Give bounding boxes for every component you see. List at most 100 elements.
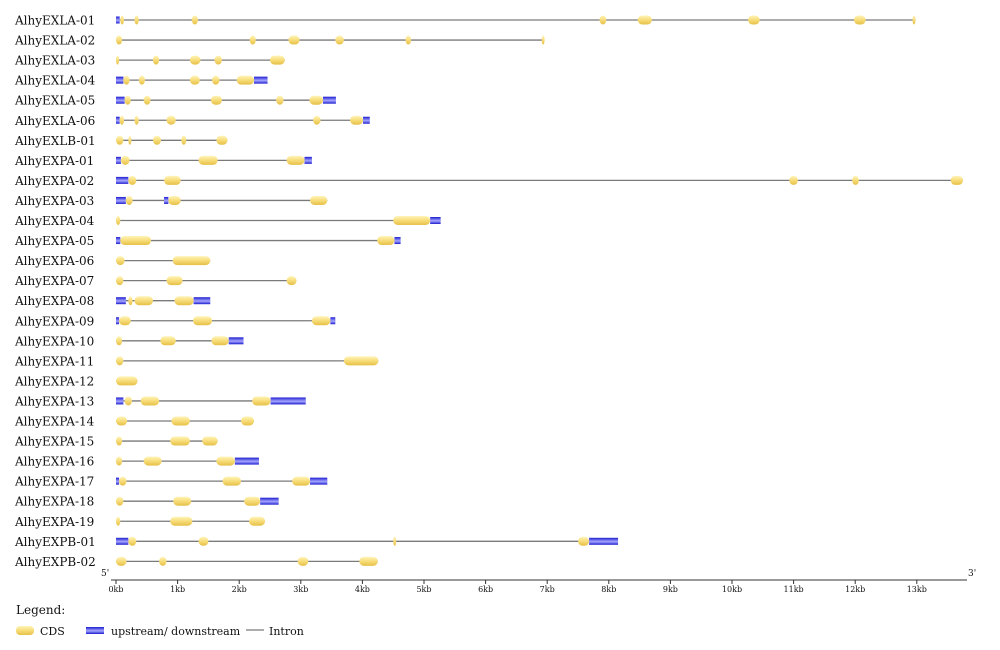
gene-row: AlhyEXPA-06 [14, 254, 211, 268]
utr-segment [116, 237, 121, 245]
gene-label: AlhyEXPA-09 [14, 314, 94, 328]
gene-row: AlhyEXPA-01 [14, 154, 312, 168]
utr-segment [116, 196, 126, 204]
cds-exon [193, 316, 213, 326]
cds-exon [393, 536, 397, 546]
utr-segment [116, 537, 129, 545]
cds-exon [124, 95, 131, 105]
cds-exon [335, 35, 344, 45]
cds-exon [152, 55, 160, 65]
cds-exon [128, 175, 137, 185]
utr-segment [193, 297, 211, 305]
cds-exon [123, 75, 130, 85]
utr-segment [116, 477, 120, 485]
cds-exon [116, 516, 121, 526]
cds-exon [198, 155, 218, 165]
utr-segment [116, 76, 124, 84]
cds-exon [134, 115, 139, 125]
cds-exon [637, 15, 652, 25]
cds-exon [116, 256, 125, 266]
gene-label: AlhyEXLA-02 [14, 34, 95, 48]
axis-tick-label: 5kb [416, 585, 431, 594]
gene-row: AlhyEXLA-01 [14, 14, 916, 28]
utr-segment [430, 217, 441, 224]
cds-exon [134, 15, 139, 25]
cds-exon [311, 316, 331, 326]
utr-segment [164, 196, 169, 204]
cds-exon [120, 155, 130, 165]
utr-segment [116, 397, 124, 405]
axis-tick-label: 2kb [232, 585, 247, 594]
gene-row: AlhyEXPA-02 [14, 174, 963, 188]
cds-exon [181, 135, 187, 145]
cds-exon [171, 416, 190, 426]
utr-segment [363, 116, 370, 124]
utr-segment [394, 237, 401, 245]
legend-cds-swatch [16, 626, 34, 635]
cds-exon [189, 55, 201, 65]
legend-title: Legend: [16, 603, 65, 617]
gene-row: AlhyEXLA-03 [14, 54, 285, 68]
cds-exon [166, 276, 183, 286]
gene-label: AlhyEXPB-01 [14, 535, 96, 549]
cds-exon [116, 276, 124, 286]
gene-row: AlhyEXPA-17 [14, 475, 328, 489]
cds-exon [116, 436, 123, 446]
cds-exon [212, 75, 220, 85]
cds-exon [116, 356, 124, 366]
cds-exon [143, 95, 151, 105]
utr-segment [260, 497, 279, 505]
cds-exon [244, 496, 261, 506]
gene-label: AlhyEXLA-04 [14, 74, 96, 88]
axis-ticks: 0kb 1kb 2kb 3kb 4kb 5kb 6kb 7kb 8kb 9kb 10kb 11kb 12… [108, 580, 927, 594]
axis-tick-label: 10kb [722, 585, 742, 594]
cds-exon [297, 556, 309, 566]
cds-exon [116, 35, 123, 45]
gene-row: AlhyEXLA-04 [14, 74, 268, 88]
cds-exon [202, 436, 218, 446]
gene-label: AlhyEXPA-03 [14, 194, 94, 208]
gene-label: AlhyEXPA-11 [14, 354, 94, 368]
legend-cds-label: CDS [40, 625, 65, 638]
cds-exon [116, 55, 120, 65]
axis-tick-label: 4kb [355, 585, 370, 594]
utr-segment [234, 457, 259, 465]
cds-exon [174, 296, 194, 306]
cds-exon [143, 456, 162, 466]
cds-exon [578, 536, 590, 546]
cds-exon [120, 15, 125, 25]
gene-label: AlhyEXPA-19 [14, 515, 94, 529]
gene-label: AlhyEXLB-01 [14, 134, 96, 148]
utr-segment [228, 337, 244, 345]
cds-exon [343, 356, 379, 366]
axis-tick-label: 3kb [293, 585, 308, 594]
cds-exon [377, 236, 395, 246]
gene-label: AlhyEXPA-01 [14, 154, 94, 168]
three-prime-label: 3' [968, 569, 976, 579]
utr-segment [116, 297, 126, 305]
gene-label: AlhyEXLA-06 [14, 114, 95, 128]
cds-exon [116, 216, 121, 225]
gene-label: AlhyEXPB-02 [14, 555, 96, 569]
cds-exon [393, 216, 431, 225]
cds-exon [116, 456, 123, 466]
cds-exon [170, 436, 190, 446]
gene-row: AlhyEXLA-06 [14, 114, 370, 128]
gene-row: AlhyEXLA-02 [14, 34, 545, 48]
cds-exon [119, 476, 127, 486]
cds-exon [249, 35, 256, 45]
axis-tick-label: 0kb [108, 585, 123, 594]
cds-exon [950, 175, 963, 185]
cds-exon [159, 556, 167, 566]
cds-exon [359, 556, 378, 566]
cds-exon [853, 15, 866, 25]
gene-row: AlhyEXPA-16 [14, 455, 259, 469]
axis-tick-label: 13kb [907, 585, 927, 594]
cds-exon [173, 496, 192, 506]
cds-exon [236, 75, 254, 85]
gene-label: AlhyEXPA-14 [14, 415, 95, 429]
gene-label: AlhyEXPA-05 [14, 234, 94, 248]
cds-exon [128, 135, 132, 145]
gene-row: AlhyEXPB-01 [14, 535, 619, 549]
